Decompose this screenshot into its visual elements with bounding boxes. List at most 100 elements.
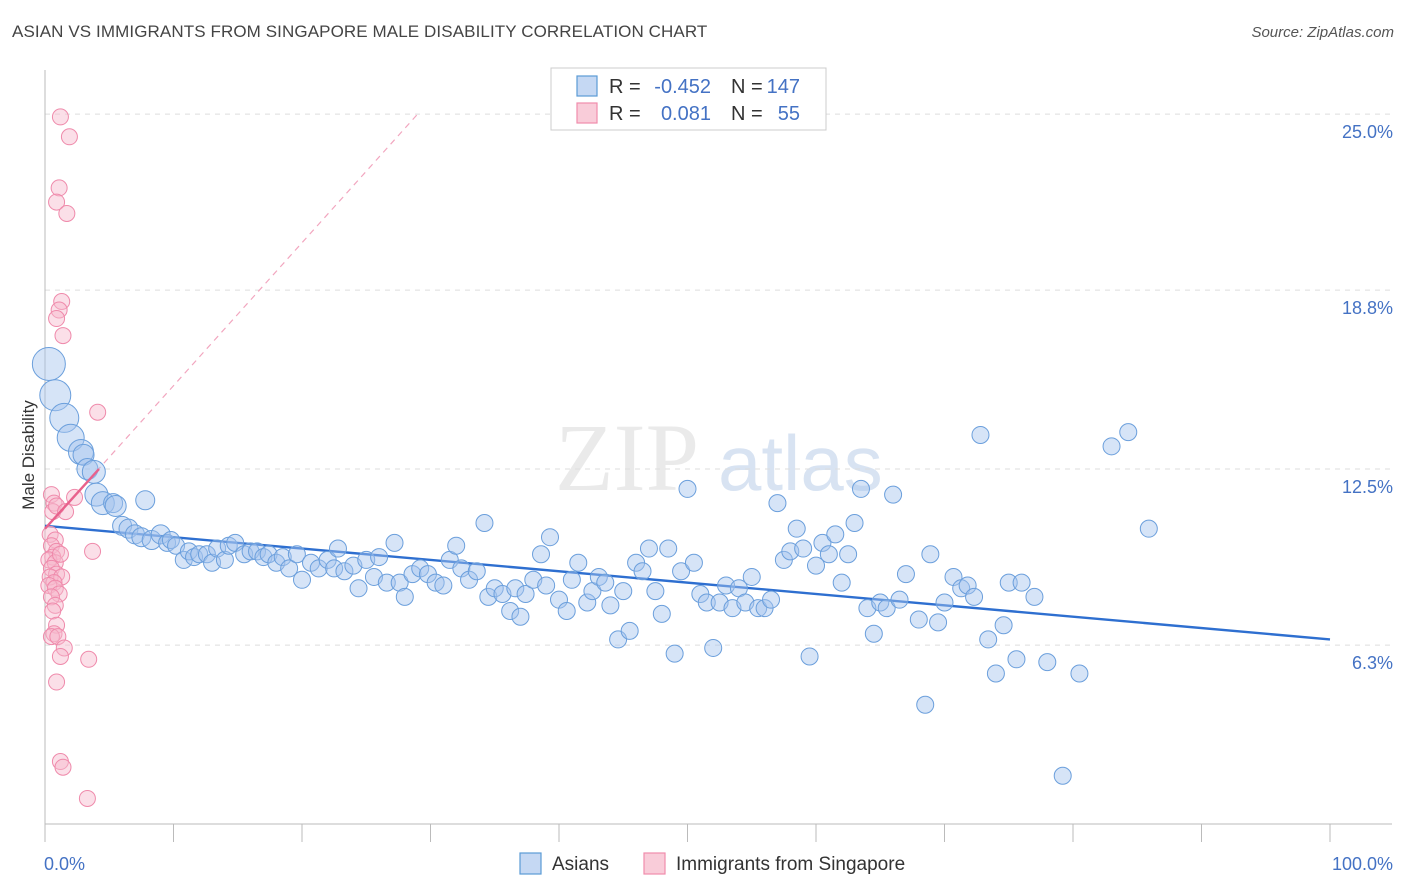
asians-point [646, 582, 665, 601]
asians-point [845, 513, 864, 532]
legend-r-label-2: R = [609, 103, 641, 125]
bottom-legend: Asians Immigrants from Singapore [519, 852, 905, 875]
asians-point [385, 533, 404, 552]
asians-point [562, 570, 581, 589]
singapore-trendline-extended [44, 113, 419, 530]
singapore-point [54, 758, 72, 776]
asians-point [447, 536, 466, 555]
asians-point [390, 573, 409, 592]
asians-point [971, 425, 990, 444]
asians-point [537, 576, 556, 595]
singapore-point [48, 673, 66, 691]
asians-point [1012, 573, 1031, 592]
asians-point [135, 490, 156, 511]
singapore-point [48, 193, 66, 211]
asians-point [749, 599, 768, 618]
singapore-point [51, 108, 69, 126]
asians-point [864, 624, 883, 643]
asians-point [104, 494, 127, 517]
asians-point [557, 602, 576, 621]
asians-point [672, 562, 691, 581]
asians-point [90, 491, 115, 516]
asians-point [511, 607, 530, 626]
singapore-point [42, 588, 60, 606]
singapore-point [48, 310, 66, 328]
asians-point [851, 479, 870, 498]
asians-point [601, 596, 620, 615]
asians-point [979, 630, 998, 649]
asians-point [794, 539, 813, 558]
legend-n-value-1: 147 [767, 76, 800, 98]
asians-point [620, 621, 639, 640]
asians-point [395, 587, 414, 606]
asians-point [986, 664, 1005, 683]
source-note: Source: ZipAtlas.com [1251, 24, 1394, 41]
asians-point [877, 599, 896, 618]
asians-point [370, 548, 389, 567]
asians-point [935, 593, 954, 612]
singapore-point [57, 503, 75, 521]
asians-point [678, 479, 697, 498]
asians-point [516, 584, 535, 603]
asians-point [1053, 766, 1072, 785]
asians-point [1102, 437, 1121, 456]
axes [44, 70, 1392, 842]
asians-point [826, 525, 845, 544]
asians-point [921, 545, 940, 564]
singapore-point [60, 128, 78, 146]
asians-point [762, 590, 781, 609]
asians-point [569, 553, 588, 572]
asians-point [896, 565, 915, 584]
asians-point [697, 593, 716, 612]
asians-point [787, 519, 806, 538]
asians-point [807, 556, 825, 575]
chart-title: ASIAN VS IMMIGRANTS FROM SINGAPORE MALE … [12, 22, 708, 41]
asians-point [800, 647, 819, 666]
singapore-point [84, 542, 102, 560]
asians-point [56, 423, 85, 452]
asians-point [1139, 519, 1158, 538]
x-tick-label-max: 100.0% [1332, 854, 1393, 874]
asians-point [377, 573, 396, 592]
singapore-point [50, 179, 68, 197]
asians-point [999, 573, 1018, 592]
legend-r-value-2: 0.081 [661, 103, 711, 125]
singapore-point [55, 639, 73, 657]
asians-point [541, 528, 560, 547]
asians-point [325, 559, 344, 578]
singapore-point [51, 647, 69, 665]
asians-point [916, 695, 935, 714]
asians-point [704, 638, 723, 657]
singapore-point [42, 628, 60, 646]
asians-point [150, 524, 171, 545]
asians-point [434, 576, 453, 595]
asians-point [639, 539, 658, 558]
legend: R = -0.452 N = 147 R = 0.081 N = 55 [550, 67, 827, 131]
asians-point [665, 644, 684, 663]
y-tick-label: 25.0% [1342, 122, 1393, 142]
asians-point [909, 610, 928, 629]
watermark: ZIP atlas [555, 404, 883, 511]
tick-labels: 6.3% 12.5% 18.8% 25.0% 0.0% 100.0% [44, 122, 1393, 874]
asians-point [197, 545, 216, 564]
asians-point [532, 545, 551, 564]
asians-point [335, 562, 354, 581]
asians-point [578, 593, 597, 612]
asians-point [965, 587, 984, 606]
asians-point [1119, 423, 1138, 442]
bottom-legend-label-singapore: Immigrants from Singapore [676, 854, 905, 875]
legend-swatch-asians [576, 75, 598, 97]
watermark-zip: ZIP [555, 404, 699, 511]
asians-point [768, 494, 787, 513]
singapore-point [80, 650, 98, 668]
asians-point [659, 539, 678, 558]
bottom-legend-label-asians: Asians [552, 854, 609, 875]
series-asians-points [31, 346, 1158, 785]
asians-point [328, 539, 347, 558]
asians-point [81, 459, 106, 484]
asians-point [273, 548, 292, 567]
asians-point [813, 533, 832, 552]
asians-point [190, 545, 209, 564]
watermark-atlas: atlas [718, 419, 883, 507]
regression-lines [44, 113, 1331, 641]
